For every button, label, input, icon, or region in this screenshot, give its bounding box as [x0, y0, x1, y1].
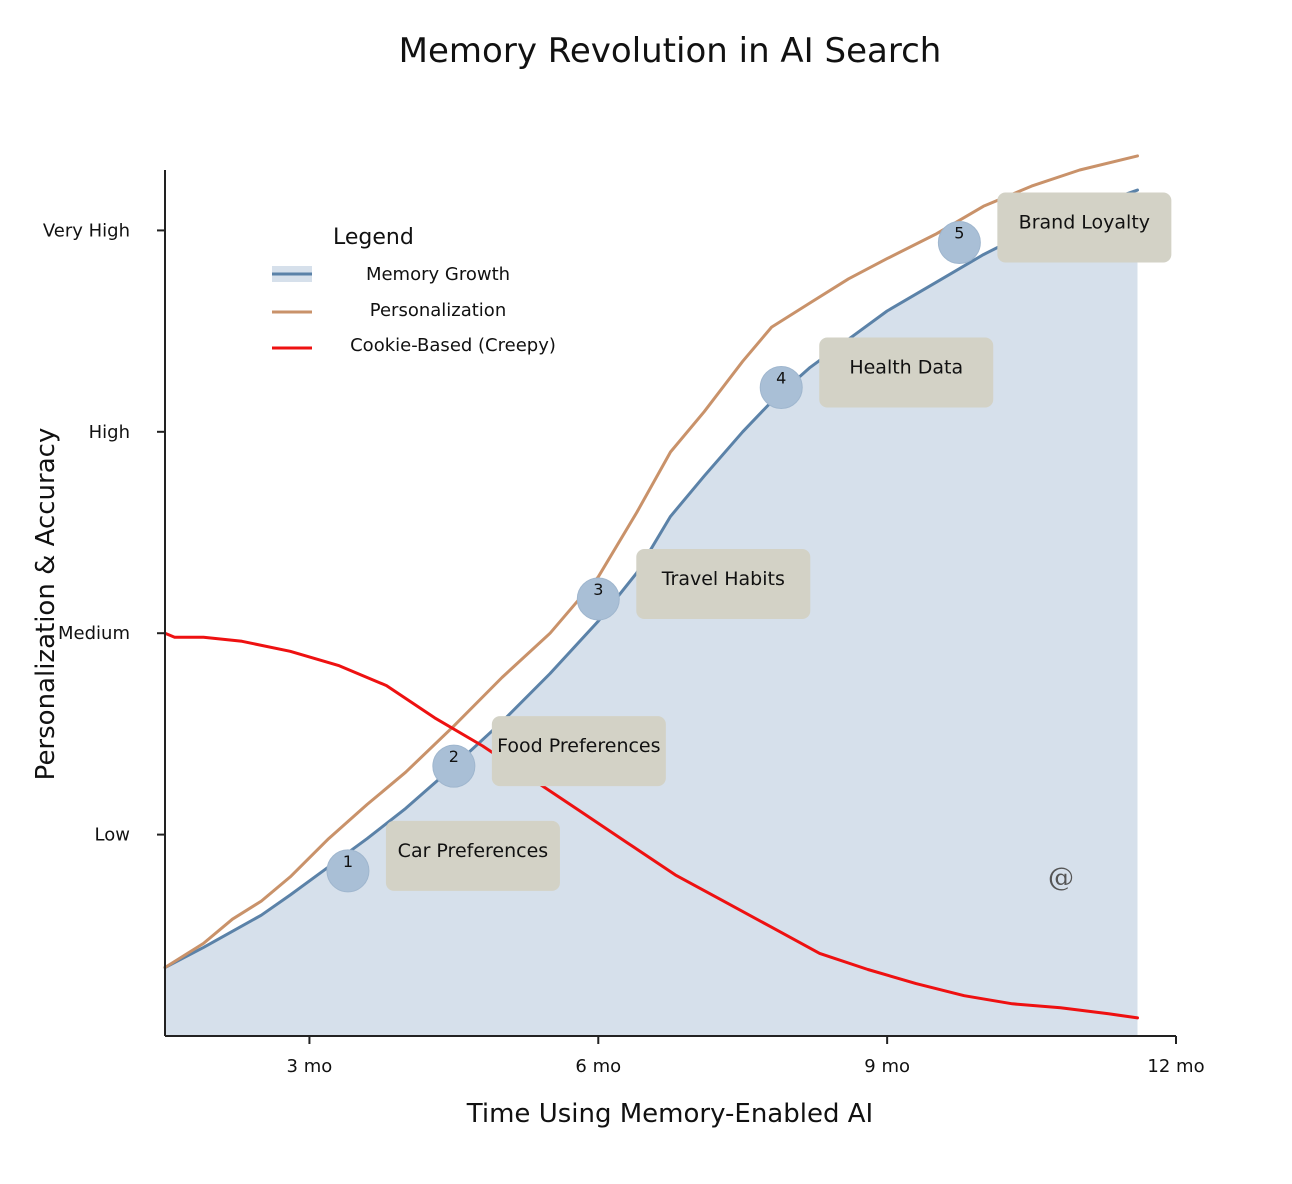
annotation-label: Car Preferences — [398, 840, 549, 862]
annotation-label: Travel Habits — [661, 568, 785, 590]
annotation-marker — [432, 744, 476, 788]
y-ticks: Low Medium High Very High — [43, 220, 165, 846]
annotation-number: 5 — [954, 224, 964, 243]
axes — [164, 170, 1176, 1037]
annotation-car-preferences: 1 Car Preferences — [326, 820, 560, 893]
series-line-personalization — [163, 154, 1139, 969]
annotation-marker — [326, 849, 370, 893]
y-axis-title: Personalization & Accuracy — [31, 428, 61, 781]
watermark-logo: @ — [1048, 863, 1074, 893]
x-tick-label: 12 mo — [1147, 1056, 1204, 1077]
annotation-health-data: 4 Health Data — [759, 337, 994, 410]
annotation-box — [997, 192, 1172, 263]
legend: Legend Memory Growth Personalization Coo… — [272, 225, 556, 356]
annotation-box — [491, 716, 666, 787]
x-tick-label: 6 mo — [575, 1056, 621, 1077]
x-ticks: 3 mo 6 mo 9 mo 12 mo — [287, 1036, 1205, 1077]
annotation-number: 4 — [776, 369, 786, 388]
annotation-food-preferences: 2 Food Preferences — [432, 716, 666, 788]
x-axis-title: Time Using Memory-Enabled AI — [466, 1099, 873, 1129]
annotation-marker — [937, 221, 981, 265]
annotation-box — [385, 820, 560, 891]
legend-entry-cookie-based: Cookie-Based (Creepy) — [272, 335, 556, 356]
annotation-box — [636, 548, 811, 619]
annotation-marker — [759, 366, 803, 410]
x-tick-label: 9 mo — [864, 1056, 910, 1077]
y-tick-label: High — [89, 422, 130, 443]
annotation-marker — [576, 577, 620, 621]
legend-label-personalization: Personalization — [370, 300, 506, 321]
annotation-label: Health Data — [849, 357, 963, 379]
annotation-travel-habits: 3 Travel Habits — [576, 548, 811, 621]
y-tick-label: Very High — [43, 220, 130, 241]
annotation-brand-loyalty: 5 Brand Loyalty — [937, 192, 1172, 265]
y-tick-label: Low — [95, 825, 130, 846]
legend-entry-personalization: Personalization — [272, 300, 506, 321]
annotation-number: 1 — [343, 852, 353, 871]
series-line-cookie-based-creepy — [163, 631, 1139, 1020]
x-tick-label: 3 mo — [287, 1056, 333, 1077]
legend-title: Legend — [333, 225, 414, 250]
annotation-box — [819, 337, 994, 408]
annotations: 1 Car Preferences 2 Food Preferences 3 Travel… — [326, 192, 1172, 893]
legend-entry-memory-growth: Memory Growth — [272, 264, 510, 285]
legend-label-cookie-based: Cookie-Based (Creepy) — [350, 335, 556, 356]
annotation-number: 2 — [449, 747, 459, 766]
chart-title: Memory Revolution in AI Search — [399, 31, 942, 71]
annotation-label: Food Preferences — [497, 735, 660, 757]
annotation-number: 3 — [593, 580, 603, 599]
annotation-label: Brand Loyalty — [1019, 212, 1150, 234]
legend-label-memory-growth: Memory Growth — [366, 264, 510, 285]
y-tick-label: Medium — [58, 623, 130, 644]
